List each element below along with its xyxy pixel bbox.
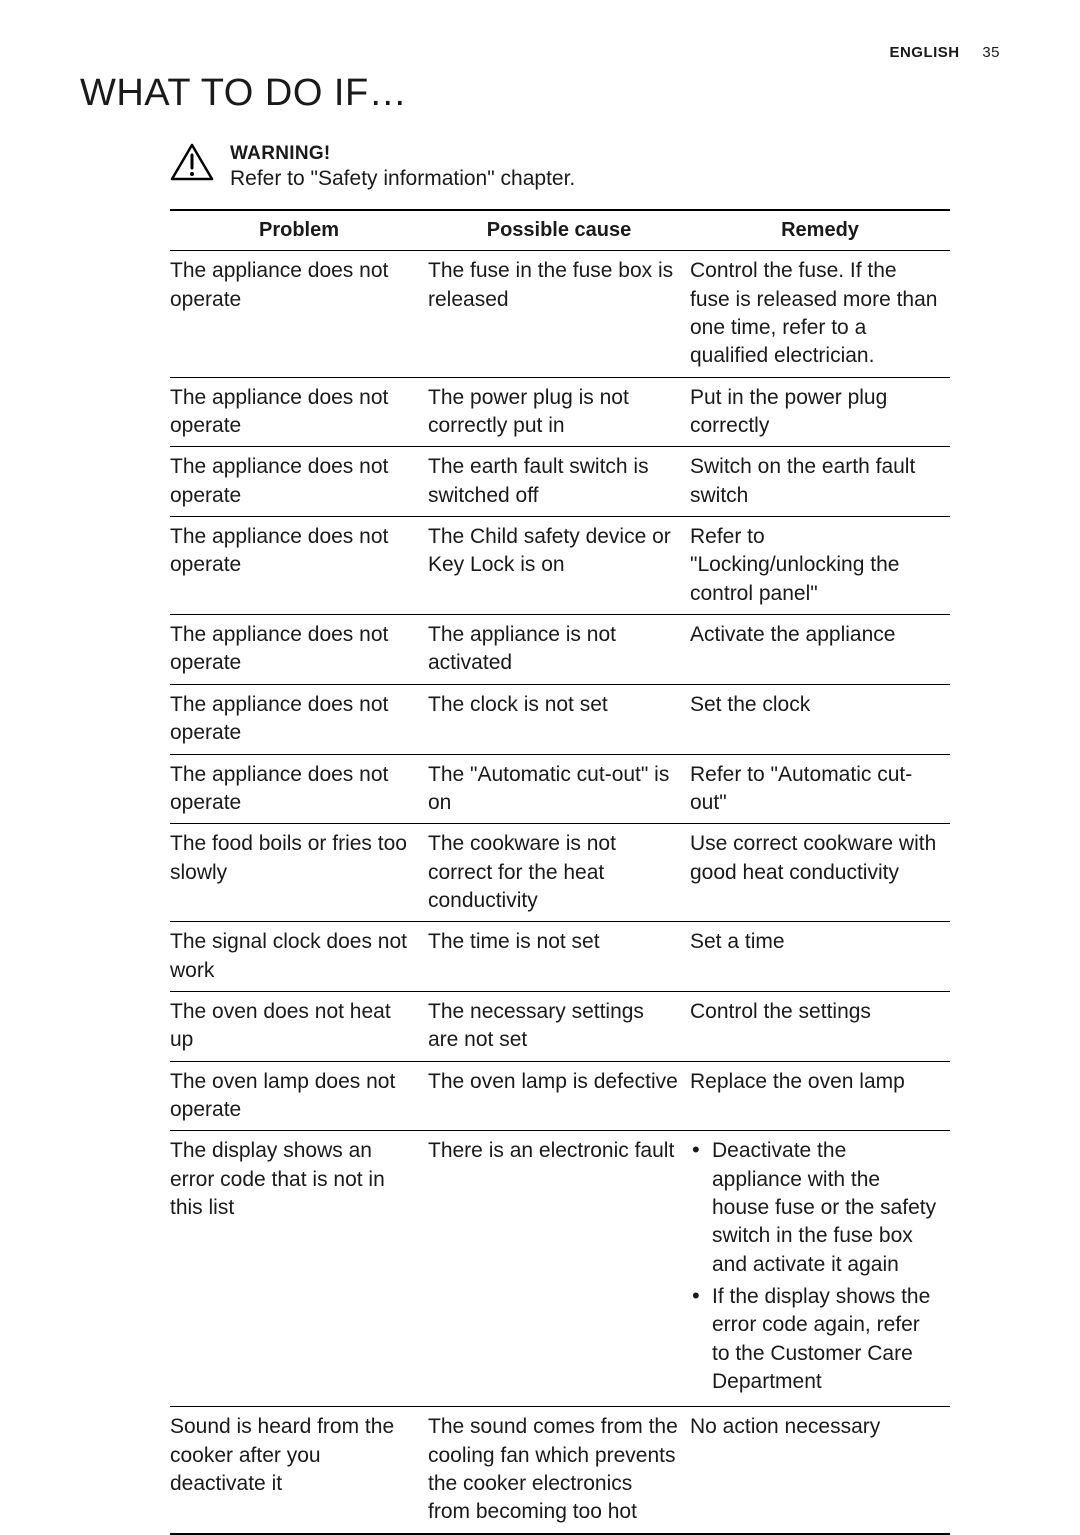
warning-heading: WARNING! [230, 143, 575, 165]
table-row: The appliance does not operateThe clock … [170, 684, 950, 754]
header-language: ENGLISH [889, 44, 959, 61]
cell-remedy: Control the fuse. If the fuse is release… [690, 251, 950, 377]
cell-cause: The necessary settings are not set [428, 991, 690, 1061]
table-row: The display shows an error code that is … [170, 1131, 950, 1407]
cell-cause: The earth fault switch is switched off [428, 447, 690, 517]
table-row: The oven does not heat upThe necessary s… [170, 991, 950, 1061]
table-row: The appliance does not operateThe "Autom… [170, 754, 950, 824]
cell-remedy: Replace the oven lamp [690, 1061, 950, 1131]
table-row: The appliance does not operateThe Child … [170, 517, 950, 615]
cell-remedy: Refer to "Locking/unlocking the control … [690, 517, 950, 615]
troubleshooting-table: Problem Possible cause Remedy The applia… [170, 209, 950, 1534]
cell-cause: The time is not set [428, 922, 690, 992]
cell-cause: The power plug is not correctly put in [428, 377, 690, 447]
cell-cause: The clock is not set [428, 684, 690, 754]
cell-remedy: Switch on the earth fault switch [690, 447, 950, 517]
remedy-list-item: Deactivate the appliance with the house … [690, 1137, 938, 1279]
cell-cause: The oven lamp is defective [428, 1061, 690, 1131]
cell-problem: The appliance does not operate [170, 251, 428, 377]
table-header-row: Problem Possible cause Remedy [170, 210, 950, 251]
cell-cause: The cookware is not correct for the heat… [428, 824, 690, 922]
table-row: The appliance does not operateThe fuse i… [170, 251, 950, 377]
col-cause: Possible cause [428, 210, 690, 251]
cell-remedy: Put in the power plug correctly [690, 377, 950, 447]
cell-problem: The oven lamp does not operate [170, 1061, 428, 1131]
warning-icon [170, 143, 214, 181]
cell-problem: The appliance does not operate [170, 684, 428, 754]
cell-cause: There is an electronic fault [428, 1131, 690, 1407]
page-header: ENGLISH 35 [889, 44, 1000, 61]
cell-remedy: No action necessary [690, 1407, 950, 1534]
table-row: The signal clock does not workThe time i… [170, 922, 950, 992]
cell-remedy: Use correct cookware with good heat cond… [690, 824, 950, 922]
table-row: The food boils or fries too slowlyThe co… [170, 824, 950, 922]
cell-remedy: Activate the appliance [690, 615, 950, 685]
cell-remedy: Deactivate the appliance with the house … [690, 1131, 950, 1407]
cell-problem: The oven does not heat up [170, 991, 428, 1061]
table-row: The appliance does not operateThe applia… [170, 615, 950, 685]
cell-cause: The "Automatic cut-out" is on [428, 754, 690, 824]
table-row: Sound is heard from the cooker after you… [170, 1407, 950, 1534]
cell-problem: The display shows an error code that is … [170, 1131, 428, 1407]
page: ENGLISH 35 WHAT TO DO IF… WARNING! Refer… [0, 0, 1080, 1529]
cell-remedy: Refer to "Automatic cut-out" [690, 754, 950, 824]
cell-cause: The sound comes from the cooling fan whi… [428, 1407, 690, 1534]
cell-problem: The appliance does not operate [170, 754, 428, 824]
table-row: The appliance does not operateThe earth … [170, 447, 950, 517]
cell-remedy: Set the clock [690, 684, 950, 754]
col-problem: Problem [170, 210, 428, 251]
cell-problem: The appliance does not operate [170, 615, 428, 685]
cell-cause: The Child safety device or Key Lock is o… [428, 517, 690, 615]
cell-problem: Sound is heard from the cooker after you… [170, 1407, 428, 1534]
remedy-list: Deactivate the appliance with the house … [690, 1137, 938, 1396]
table-row: The appliance does not operateThe power … [170, 377, 950, 447]
col-remedy: Remedy [690, 210, 950, 251]
warning-text: WARNING! Refer to "Safety information" c… [230, 143, 575, 193]
remedy-list-item: If the display shows the error code agai… [690, 1283, 938, 1396]
cell-problem: The signal clock does not work [170, 922, 428, 992]
cell-problem: The appliance does not operate [170, 517, 428, 615]
warning-body: Refer to "Safety information" chapter. [230, 165, 575, 193]
table-row: The oven lamp does not operateThe oven l… [170, 1061, 950, 1131]
cell-cause: The appliance is not activated [428, 615, 690, 685]
cell-problem: The food boils or fries too slowly [170, 824, 428, 922]
header-page-number: 35 [982, 44, 1000, 61]
cell-remedy: Set a time [690, 922, 950, 992]
cell-problem: The appliance does not operate [170, 377, 428, 447]
cell-remedy: Control the settings [690, 991, 950, 1061]
page-title: WHAT TO DO IF… [80, 72, 1000, 115]
cell-cause: The fuse in the fuse box is released [428, 251, 690, 377]
cell-problem: The appliance does not operate [170, 447, 428, 517]
warning-block: WARNING! Refer to "Safety information" c… [170, 143, 1000, 193]
